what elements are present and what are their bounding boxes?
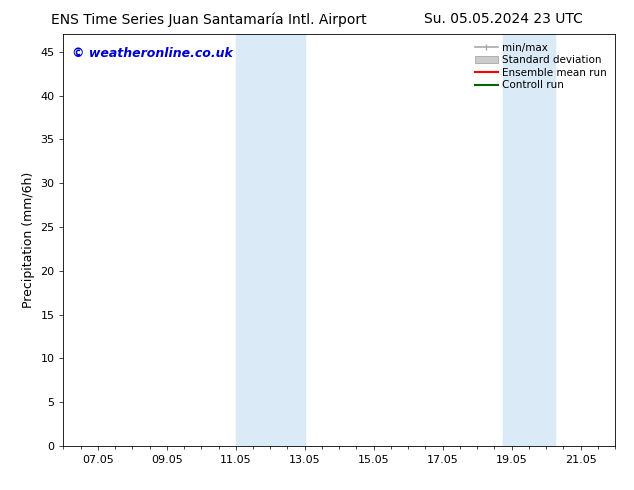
Text: ENS Time Series Juan Santamaría Intl. Airport: ENS Time Series Juan Santamaría Intl. Ai… <box>51 12 366 27</box>
Legend: min/max, Standard deviation, Ensemble mean run, Controll run: min/max, Standard deviation, Ensemble me… <box>472 40 610 94</box>
Bar <box>503 34 555 446</box>
Bar <box>236 34 305 446</box>
Text: © weatheronline.co.uk: © weatheronline.co.uk <box>72 47 233 60</box>
Text: Su. 05.05.2024 23 UTC: Su. 05.05.2024 23 UTC <box>424 12 583 26</box>
Y-axis label: Precipitation (mm/6h): Precipitation (mm/6h) <box>22 172 35 308</box>
